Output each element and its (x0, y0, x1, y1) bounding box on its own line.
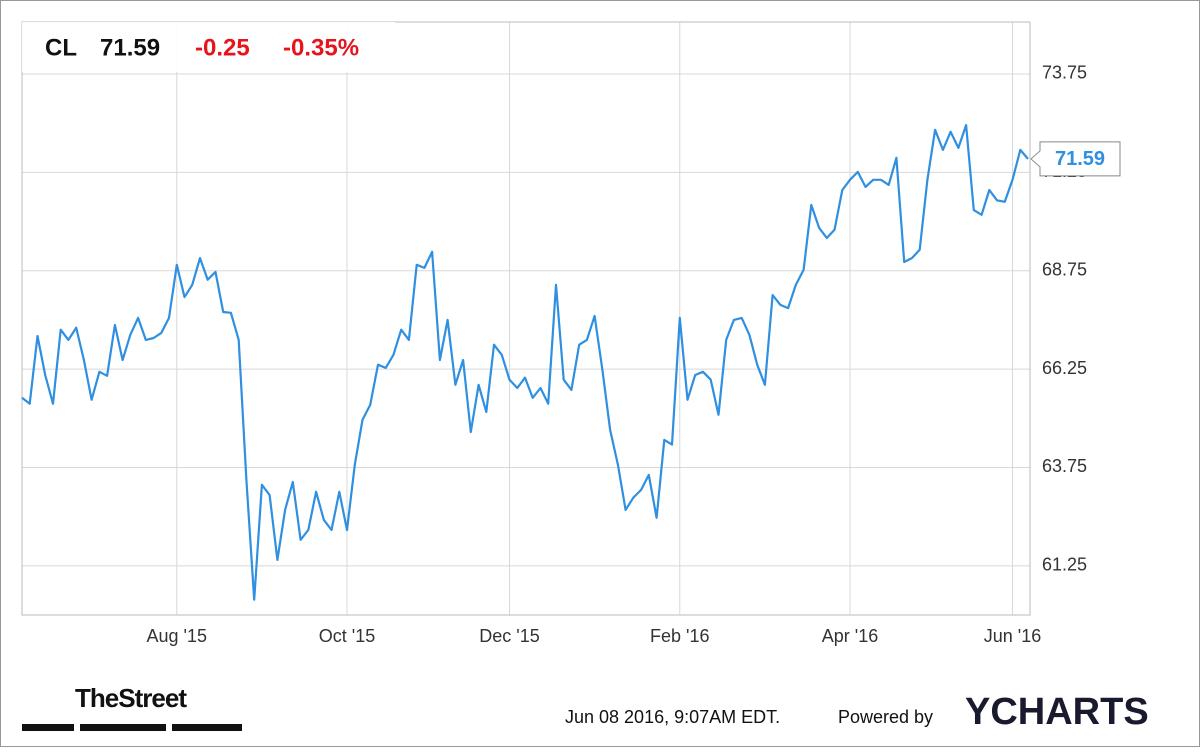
y-tick-label: 68.75 (1042, 259, 1087, 279)
y-tick-label: 63.75 (1042, 456, 1087, 476)
header-box (22, 22, 395, 72)
y-tick-label: 66.25 (1042, 358, 1087, 378)
y-tick-label: 61.25 (1042, 555, 1087, 575)
brand-bar (172, 724, 242, 731)
change-pct: -0.35% (283, 34, 359, 61)
brand-bar (80, 724, 166, 731)
logo: YCHARTS (965, 691, 1149, 733)
powered-by: Powered by (838, 707, 933, 727)
brand: TheStreet (75, 683, 187, 713)
plot-frame (21, 21, 1031, 616)
x-tick-label: Oct '15 (319, 626, 375, 646)
price-line (21, 124, 1029, 601)
last-value-box (1030, 141, 1121, 177)
x-tick-label: Aug '15 (147, 626, 208, 646)
marks (21, 124, 1029, 601)
x-tick-label: Jun '16 (984, 626, 1041, 646)
x-tick-label: Dec '15 (479, 626, 539, 646)
change: -0.25 (195, 34, 250, 61)
symbol: CL (45, 34, 77, 61)
last-value-label: 71.59 (1055, 148, 1105, 170)
x-tick-label: Feb '16 (650, 626, 709, 646)
brand-bar (22, 724, 74, 731)
y-tick-label: 73.75 (1042, 63, 1087, 83)
x-tick-label: Apr '16 (822, 626, 878, 646)
timestamp: Jun 08 2016, 9:07AM EDT. (565, 707, 780, 727)
price: 71.59 (100, 34, 160, 61)
